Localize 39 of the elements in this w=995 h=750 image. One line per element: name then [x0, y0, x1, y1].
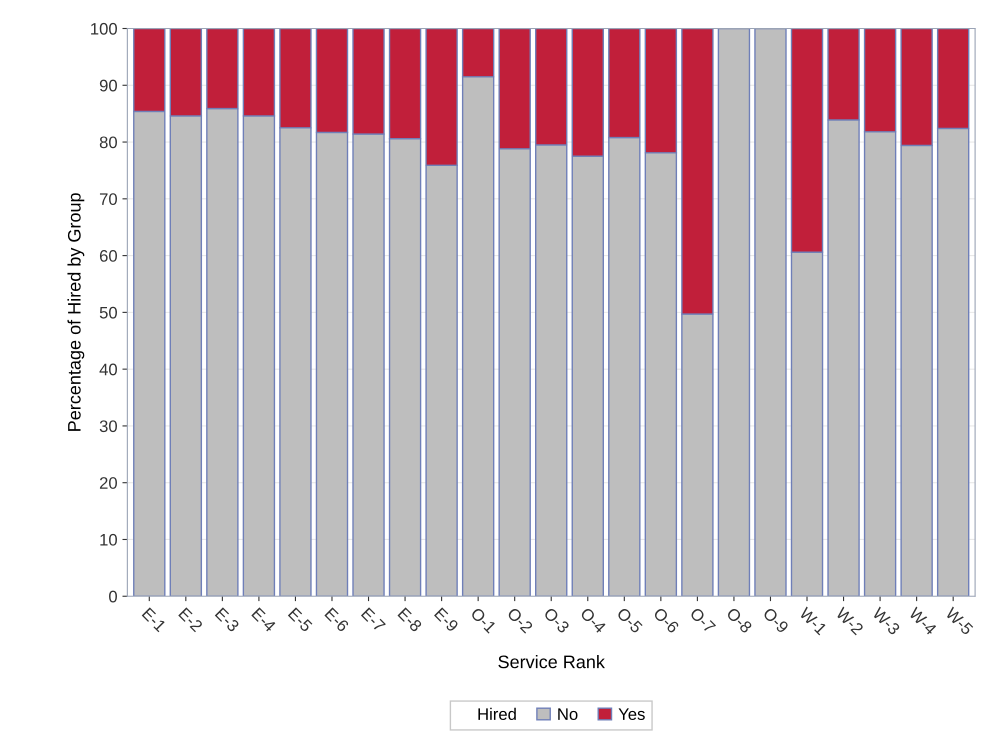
x-tick-label: W-5 [944, 606, 974, 636]
x-tick-label: W-4 [908, 606, 938, 636]
y-tick-label: 30 [100, 420, 117, 432]
x-tick-label: O-9 [762, 606, 790, 634]
y-tick-label: 100 [91, 22, 117, 35]
x-tick-label: O-7 [689, 606, 716, 634]
x-axis-title: Service Rank [498, 655, 605, 668]
y-tick-label: 80 [100, 136, 117, 148]
x-tick-label: O-1 [470, 606, 497, 634]
y-tick-label: 0 [109, 590, 117, 602]
x-tick-label: E-5 [288, 607, 313, 632]
y-tick-label: 70 [100, 193, 117, 206]
legend-label: Yes [618, 708, 645, 720]
x-tick-label: O-6 [652, 606, 680, 634]
y-tick-label: 20 [100, 477, 117, 489]
x-tick-label: W-3 [871, 606, 901, 636]
x-tick-label: E-3 [214, 607, 240, 632]
y-axis-title: Percentage of Hired by Group [67, 193, 84, 431]
x-tick-label: E-1 [142, 607, 167, 632]
x-tick-label: O-2 [506, 606, 534, 634]
bar [754, 28, 787, 596]
y-tick-label: 90 [100, 80, 117, 92]
legend-title: Hired [478, 708, 516, 720]
y-tick-label: 60 [100, 250, 117, 262]
x-tick-label: E-6 [324, 607, 350, 632]
x-tick-label: O-4 [580, 606, 607, 634]
x-tick-label: O-8 [726, 606, 753, 634]
y-tick-label: 10 [100, 534, 117, 546]
y-tick-label: 50 [100, 306, 117, 319]
x-tick-label: E-4 [251, 607, 276, 633]
x-tick-label: E-9 [434, 607, 460, 632]
x-tick-label: O-5 [616, 606, 644, 634]
y-tick-label: 40 [99, 364, 117, 376]
bar [718, 28, 750, 596]
x-tick-label: E-7 [360, 607, 386, 632]
legend-label: No [558, 708, 578, 720]
x-tick-label: E-2 [178, 607, 204, 632]
x-tick-label: E-8 [397, 607, 423, 632]
x-tick-label: O-3 [543, 606, 570, 634]
